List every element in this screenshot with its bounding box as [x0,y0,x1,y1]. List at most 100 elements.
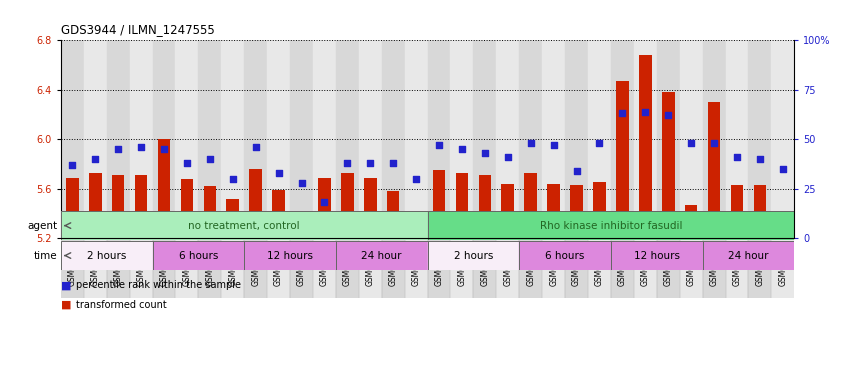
Point [89,156,102,162]
Bar [610,241,702,270]
Bar [84,40,106,238]
Bar [61,241,153,270]
Bar [524,172,537,238]
Bar [610,40,633,238]
Bar [153,241,244,270]
Bar [244,238,267,298]
Bar [244,241,336,270]
Bar [638,55,651,238]
Bar [198,40,221,238]
Bar [129,238,153,298]
Bar [387,191,399,238]
Bar [725,238,748,298]
Point [180,160,193,166]
Bar [748,40,771,238]
Point [408,176,422,182]
Bar [336,241,427,270]
Text: ■: ■ [61,300,71,310]
Bar [249,169,262,238]
Bar [427,211,793,240]
Bar [267,40,289,238]
Bar [518,241,610,270]
Bar [427,241,518,270]
Text: 12 hours: 12 hours [633,250,679,261]
Point [500,154,514,160]
Bar [450,40,473,238]
Bar [244,241,336,270]
Bar [702,241,793,270]
Bar [153,238,176,298]
Bar [61,211,427,240]
Bar [725,40,748,238]
Bar [359,40,381,238]
Point [615,111,629,117]
Text: GDS3944 / ILMN_1247555: GDS3944 / ILMN_1247555 [61,23,214,36]
Bar [542,238,565,298]
Point [249,144,262,150]
Bar [221,238,244,298]
Bar [364,177,376,238]
Bar [518,40,542,238]
Text: 6 hours: 6 hours [178,250,218,261]
Bar [198,238,221,298]
Point [684,140,697,146]
Bar [244,40,267,238]
Bar [587,40,610,238]
Text: 24 hour: 24 hour [728,250,768,261]
Bar [176,238,198,298]
Point [225,176,239,182]
Bar [702,40,725,238]
Bar [633,238,656,298]
Bar [226,199,239,238]
Bar [61,211,427,240]
Point [134,144,148,150]
Text: 12 hours: 12 hours [267,250,312,261]
Bar [587,238,610,298]
Bar [134,175,147,238]
Bar [455,172,468,238]
Bar [748,238,771,298]
Bar [473,238,495,298]
Point [546,142,560,148]
Bar [272,190,284,238]
Bar [771,238,793,298]
Bar [66,177,78,238]
Bar [730,185,743,238]
Bar [404,40,427,238]
Bar [542,40,565,238]
Bar [547,184,560,238]
Bar [176,40,198,238]
Text: transformed count: transformed count [76,300,166,310]
Point [455,146,468,152]
Bar [427,211,793,240]
Text: 24 hour: 24 hour [361,250,402,261]
Point [638,108,652,114]
Point [340,160,354,166]
Point [295,180,308,186]
Bar [61,238,84,298]
Bar [203,186,216,238]
Bar [610,238,633,298]
Bar [341,172,354,238]
Bar [295,237,307,238]
Bar [707,102,720,238]
Bar [518,238,542,298]
Bar [84,238,106,298]
Bar [656,238,679,298]
Bar [381,40,404,238]
Bar [478,175,490,238]
Bar [776,233,788,238]
Bar [336,238,359,298]
Bar [656,40,679,238]
Bar [684,205,696,238]
Bar [61,40,84,238]
Point [157,146,170,152]
Bar [679,238,702,298]
Bar [289,40,312,238]
Point [66,162,79,168]
Text: agent: agent [27,220,57,231]
Bar [89,172,101,238]
Bar [615,81,628,238]
Bar [679,40,702,238]
Point [592,140,605,146]
